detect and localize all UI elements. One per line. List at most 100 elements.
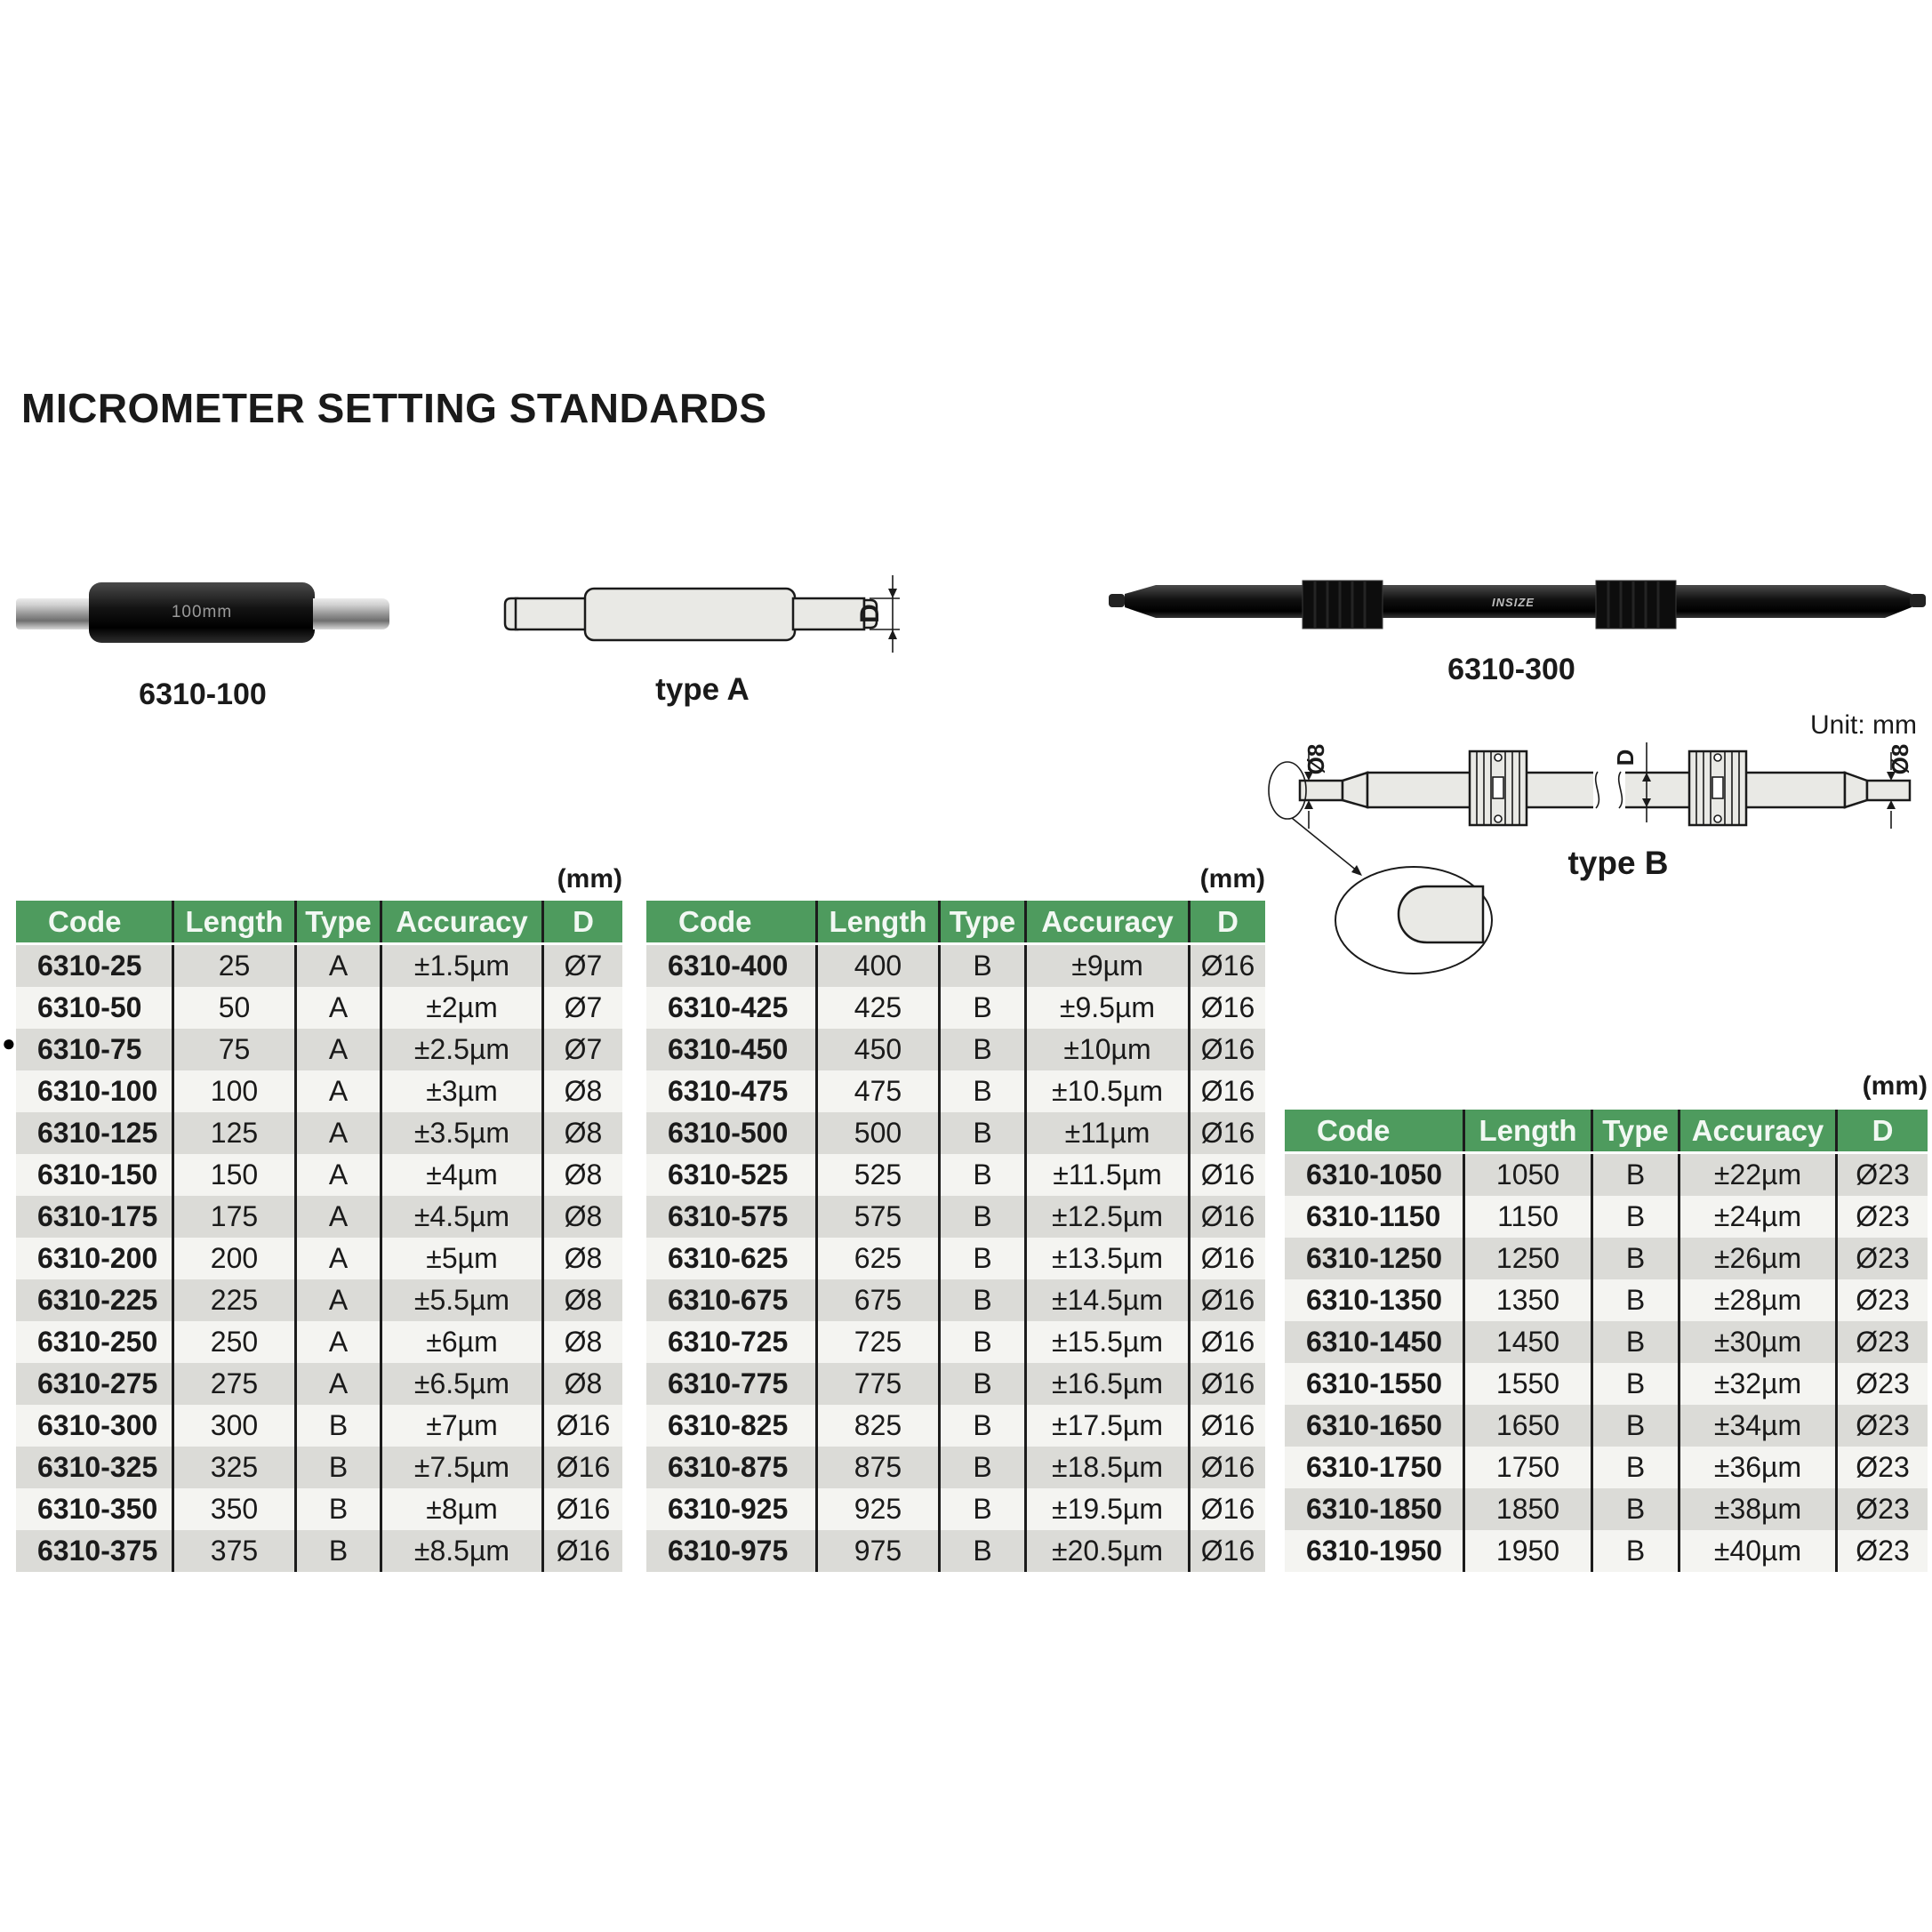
data-cell: Ø16 [1190, 1530, 1265, 1572]
table-row: 6310-1450 1450 B ±30µm Ø23 [1285, 1321, 1928, 1363]
table-row: 6310-400 400 B ±9µm Ø16 [646, 945, 1265, 987]
data-cell: Ø8 [544, 1238, 622, 1279]
data-cell: B [297, 1530, 382, 1572]
data-cell: ±4µm [382, 1154, 544, 1196]
data-cell: 325 [174, 1447, 297, 1488]
dim-d-label: D [1612, 750, 1639, 766]
code-cell: 6310-1250 [1285, 1238, 1465, 1279]
code-cell: 6310-1150 [1285, 1196, 1465, 1238]
data-cell: ±12.5µm [1027, 1196, 1190, 1238]
data-cell: ±8µm [382, 1488, 544, 1530]
table-row: 6310-625 625 B ±13.5µm Ø16 [646, 1238, 1265, 1279]
data-cell: B [941, 1405, 1027, 1447]
data-cell: Ø16 [1190, 1070, 1265, 1112]
data-cell: Ø8 [544, 1321, 622, 1363]
data-cell: ±5µm [382, 1238, 544, 1279]
data-cell: ±24µm [1680, 1196, 1838, 1238]
standard-rod-body: 100mm [89, 582, 315, 643]
table2-unit-label: (mm) [1199, 864, 1265, 894]
data-cell: 825 [818, 1405, 941, 1447]
data-cell: 425 [818, 987, 941, 1029]
data-cell: Ø23 [1838, 1363, 1928, 1405]
table-row: 6310-125 125 A ±3.5µm Ø8 [16, 1112, 622, 1154]
code-cell: 6310-725 [646, 1321, 818, 1363]
data-cell: ±34µm [1680, 1405, 1838, 1447]
data-cell: ±8.5µm [382, 1530, 544, 1572]
data-cell: ±13.5µm [1027, 1238, 1190, 1279]
code-cell: 6310-1450 [1285, 1321, 1465, 1363]
type-a-drawing: D [503, 575, 900, 653]
table-row: 6310-25 25 A ±1.5µm Ø7 [16, 945, 622, 987]
data-cell: 725 [818, 1321, 941, 1363]
table-row: 6310-175 175 A ±4.5µm Ø8 [16, 1196, 622, 1238]
code-cell: 6310-675 [646, 1279, 818, 1321]
column-header: Type [1593, 1110, 1680, 1151]
spec-table-type-b-mid: Code Length Type Accuracy D 6310-400 400 B ±9µm Ø… [646, 901, 1265, 1572]
spec-table-type-a-b: Code Length Type Accuracy D 6310-25 25 A ±1.5µm Ø… [16, 901, 622, 1572]
data-cell: 25 [174, 945, 297, 987]
data-cell: B [941, 1363, 1027, 1405]
code-cell: 6310-1550 [1285, 1363, 1465, 1405]
data-cell: B [1593, 1363, 1680, 1405]
table-row: 6310-1750 1750 B ±36µm Ø23 [1285, 1447, 1928, 1488]
data-cell: ±10.5µm [1027, 1070, 1190, 1112]
data-cell: A [297, 1321, 382, 1363]
table-row: 6310-475 475 B ±10.5µm Ø16 [646, 1070, 1265, 1112]
table-row: 6310-525 525 B ±11.5µm Ø16 [646, 1154, 1265, 1196]
data-cell: ±36µm [1680, 1447, 1838, 1488]
data-cell: Ø16 [1190, 1405, 1265, 1447]
data-cell: B [1593, 1405, 1680, 1447]
data-cell: ±2µm [382, 987, 544, 1029]
table-row: 6310-875 875 B ±18.5µm Ø16 [646, 1447, 1265, 1488]
data-cell: Ø23 [1838, 1196, 1928, 1238]
data-cell: Ø16 [544, 1488, 622, 1530]
data-cell: A [297, 1029, 382, 1070]
data-cell: Ø23 [1838, 1321, 1928, 1363]
data-cell: Ø16 [1190, 1488, 1265, 1530]
data-cell: ±2.5µm [382, 1029, 544, 1070]
data-cell: B [941, 1196, 1027, 1238]
data-cell: Ø23 [1838, 1530, 1928, 1572]
data-cell: B [941, 1070, 1027, 1112]
table3-unit-label: (mm) [1862, 1071, 1928, 1101]
code-cell: 6310-400 [646, 945, 818, 987]
data-cell: Ø7 [544, 945, 622, 987]
data-cell: ±3.5µm [382, 1112, 544, 1154]
code-cell: 6310-225 [16, 1279, 174, 1321]
data-cell: B [1593, 1196, 1680, 1238]
code-cell: 6310-975 [646, 1530, 818, 1572]
table-row: 6310-350 350 B ±8µm Ø16 [16, 1488, 622, 1530]
data-cell: Ø16 [1190, 1029, 1265, 1070]
data-cell: Ø8 [544, 1112, 622, 1154]
table-row: 6310-500 500 B ±11µm Ø16 [646, 1112, 1265, 1154]
table-row: 6310-100 100 A ±3µm Ø8 [16, 1070, 622, 1112]
data-cell: A [297, 1238, 382, 1279]
data-cell: ±5.5µm [382, 1279, 544, 1321]
table-row: 6310-50 50 A ±2µm Ø7 [16, 987, 622, 1029]
data-cell: ±7.5µm [382, 1447, 544, 1488]
column-header: Code [16, 901, 174, 942]
column-header: Length [174, 901, 297, 942]
data-cell: ±11µm [1027, 1112, 1190, 1154]
code-cell: 6310-875 [646, 1447, 818, 1488]
data-cell: 1650 [1465, 1405, 1593, 1447]
table-row: 6310-75 75 A ±2.5µm Ø7 [16, 1029, 622, 1070]
data-cell: 925 [818, 1488, 941, 1530]
data-cell: 525 [818, 1154, 941, 1196]
table-row: 6310-675 675 B ±14.5µm Ø16 [646, 1279, 1265, 1321]
data-cell: 450 [818, 1029, 941, 1070]
data-cell: Ø7 [544, 1029, 622, 1070]
column-header: Accuracy [1680, 1110, 1838, 1151]
table-row: 6310-200 200 A ±5µm Ø8 [16, 1238, 622, 1279]
code-cell: 6310-625 [646, 1238, 818, 1279]
data-cell: B [297, 1447, 382, 1488]
data-cell: 125 [174, 1112, 297, 1154]
code-cell: 6310-250 [16, 1321, 174, 1363]
data-cell: Ø16 [544, 1447, 622, 1488]
data-cell: ±15.5µm [1027, 1321, 1190, 1363]
table-row: 6310-425 425 B ±9.5µm Ø16 [646, 987, 1265, 1029]
data-cell: B [1593, 1238, 1680, 1279]
table-row: 6310-375 375 B ±8.5µm Ø16 [16, 1530, 622, 1572]
data-cell: Ø16 [1190, 1112, 1265, 1154]
data-cell: ±3µm [382, 1070, 544, 1112]
